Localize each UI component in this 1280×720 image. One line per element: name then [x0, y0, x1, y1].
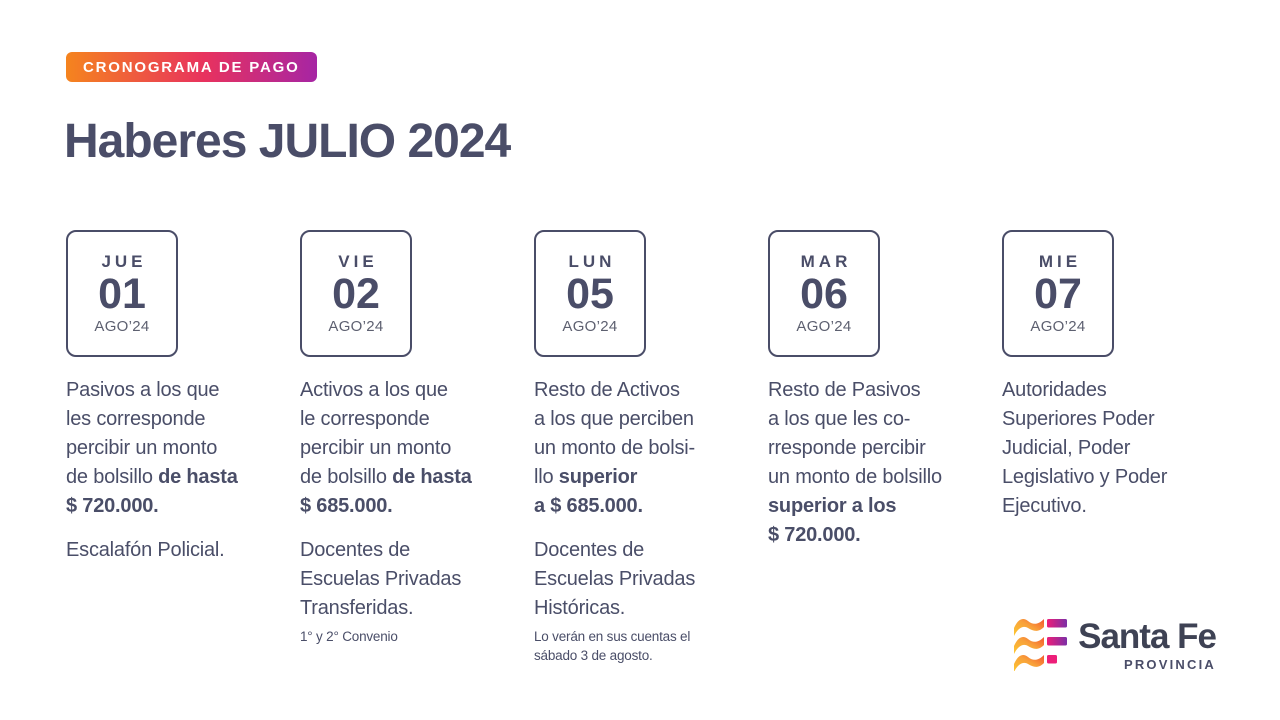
date-card-day: JUE: [101, 251, 147, 271]
schedule-column: MIE 07 AGO’24 Autoridades Superiores Pode…: [1002, 230, 1217, 665]
description-paragraph: Escalafón Policial.: [66, 539, 225, 561]
date-card-number: 02: [332, 269, 380, 318]
description-note: 1° y 2° Convenio: [300, 629, 398, 644]
column-body: Autoridades Superiores Poder Judicial, Pod…: [1002, 376, 1217, 521]
schedule-column: MAR 06 AGO’24 Resto de Pasivos a los que …: [768, 230, 983, 665]
date-card: MIE 07 AGO’24: [1002, 230, 1114, 357]
santafe-flag-icon: [1013, 615, 1069, 676]
column-body: Resto de Activos a los que perciben un mon…: [534, 376, 749, 665]
date-card-day: LUN: [568, 251, 616, 271]
schedule-column: LUN 05 AGO’24 Resto de Activos a los que …: [534, 230, 749, 665]
date-card: MAR 06 AGO’24: [768, 230, 880, 357]
description-paragraph: Docentes de Escuelas Privadas Históricas.: [534, 539, 696, 619]
description-paragraph: Docentes de Escuelas Privadas Transferidas…: [300, 539, 462, 619]
column-body: Resto de Pasivos a los que les co-rrespon…: [768, 376, 983, 550]
column-body: Activos a los que le corresponde percibir …: [300, 376, 515, 646]
date-card: LUN 05 AGO’24: [534, 230, 646, 357]
date-card-day: VIE: [338, 251, 378, 271]
date-card-number: 05: [566, 269, 614, 318]
date-card-number: 07: [1034, 269, 1082, 318]
schedule-column: JUE 01 AGO’24 Pasivos a los que les corre…: [66, 230, 281, 665]
date-card: VIE 02 AGO’24: [300, 230, 412, 357]
date-card-month: AGO’24: [94, 318, 150, 336]
description-note: Lo verán en sus cuentas el sábado 3 de ag…: [534, 629, 691, 663]
santafe-logo-subtitle: PROVINCIA: [1123, 657, 1216, 672]
description-paragraph: Resto de Activos a los que perciben un mon…: [534, 379, 695, 517]
date-card-month: AGO’24: [562, 318, 618, 336]
date-card-day: MAR: [800, 251, 852, 271]
badge-label: CRONOGRAMA DE PAGO: [83, 58, 300, 76]
date-card-number: 06: [800, 269, 848, 318]
date-card-month: AGO’24: [796, 318, 852, 336]
schedule-columns: JUE 01 AGO’24 Pasivos a los que les corre…: [66, 230, 1217, 665]
description-paragraph: Activos a los que le corresponde percibir …: [300, 379, 472, 517]
page-title: Haberes JULIO 2024: [64, 115, 511, 168]
date-card: JUE 01 AGO’24: [66, 230, 178, 357]
santafe-logo-brand: Santa Fe: [1078, 617, 1217, 656]
description-paragraph: Pasivos a los que les corresponde percibir…: [66, 379, 238, 517]
santafe-logo-text: Santa Fe PROVINCIA: [1078, 617, 1217, 672]
description-paragraph: Resto de Pasivos a los que les co-rrespon…: [768, 379, 942, 546]
date-card-month: AGO’24: [328, 318, 384, 336]
date-card-day: MIE: [1038, 251, 1082, 271]
description-paragraph: Autoridades Superiores Poder Judicial, Pod…: [1002, 379, 1168, 517]
schedule-column: VIE 02 AGO’24 Activos a los que le corres…: [300, 230, 515, 665]
badge-cronograma: CRONOGRAMA DE PAGO: [66, 52, 317, 82]
column-body: Pasivos a los que les corresponde percibir…: [66, 376, 281, 565]
date-card-month: AGO’24: [1030, 318, 1086, 336]
date-card-number: 01: [98, 269, 146, 318]
santafe-logo: Santa Fe PROVINCIA: [1013, 615, 1217, 676]
